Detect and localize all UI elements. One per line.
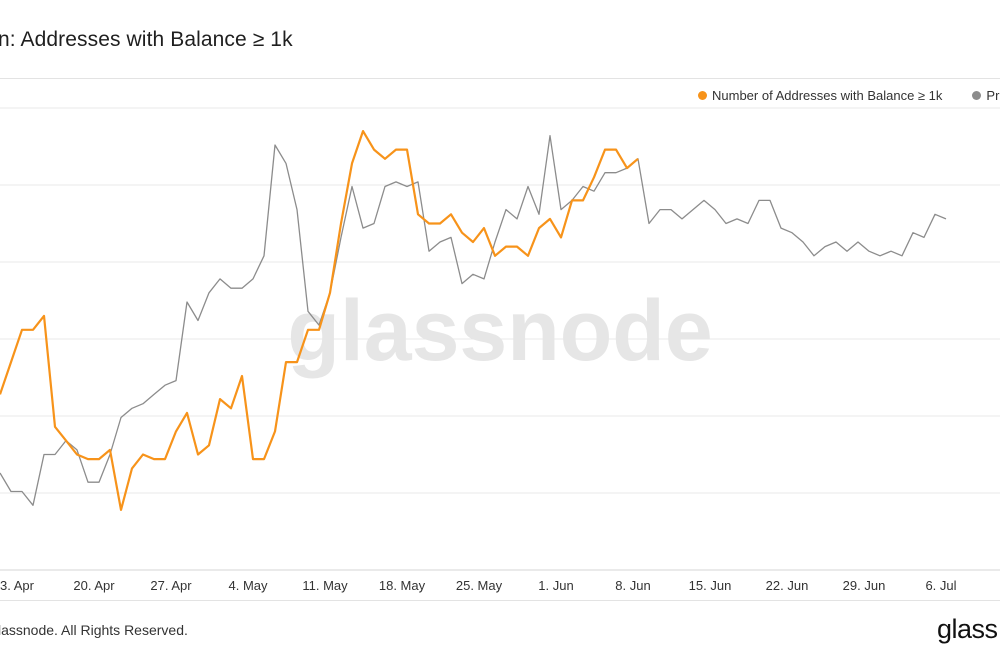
chart-title: n: Addresses with Balance ≥ 1k: [0, 28, 293, 51]
x-tick-label: 25. May: [456, 578, 503, 593]
brand-logo: glass: [937, 614, 998, 644]
chart-legend: Number of Addresses with Balance ≥ 1k Pr…: [698, 88, 1000, 103]
x-tick-label: 3. Apr: [0, 578, 35, 593]
x-tick-label: 18. May: [379, 578, 426, 593]
x-tick-label: 27. Apr: [150, 578, 192, 593]
legend-item-addresses[interactable]: Number of Addresses with Balance ≥ 1k: [698, 88, 942, 103]
x-tick-label: 4. May: [228, 578, 268, 593]
copyright-text: lassnode. All Rights Reserved.: [0, 622, 188, 638]
header-divider: [0, 78, 1000, 79]
x-tick-label: 29. Jun: [843, 578, 886, 593]
x-axis-ticks: 3. Apr 20. Apr 27. Apr 4. May 11. May 18. May…: [0, 578, 957, 593]
legend-item-price[interactable]: Pric: [972, 88, 1000, 103]
series-line-price[interactable]: [0, 135, 947, 506]
legend-dot-price: [972, 91, 982, 100]
x-tick-label: 15. Jun: [689, 578, 732, 593]
x-tick-label: 1. Jun: [538, 578, 573, 593]
series-lines: [0, 130, 947, 511]
x-tick-label: 20. Apr: [73, 578, 115, 593]
legend-dot-addresses: [698, 91, 707, 100]
watermark: glassnode: [287, 283, 712, 379]
footer-divider: [0, 600, 1000, 601]
legend-label-addresses: Number of Addresses with Balance ≥ 1k: [712, 88, 943, 103]
grid-lines: [0, 107, 1000, 571]
x-tick-label: 6. Jul: [925, 578, 956, 593]
x-tick-label: 8. Jun: [615, 578, 650, 593]
legend-label-price: Pric: [986, 88, 1000, 103]
x-tick-label: 22. Jun: [766, 578, 809, 593]
series-line-addresses[interactable]: [0, 130, 639, 511]
x-tick-label: 11. May: [302, 578, 348, 593]
